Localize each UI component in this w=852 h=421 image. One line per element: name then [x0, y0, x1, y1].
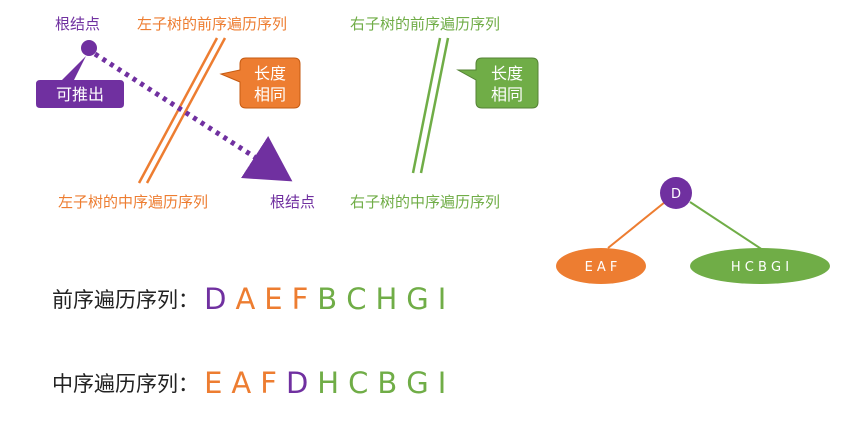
inorder-letter: A [231, 366, 252, 400]
preorder-letter: D [204, 282, 227, 316]
preorder-letter: E [264, 282, 283, 316]
inorder-letter: F [260, 366, 277, 400]
inorder-letter: H [317, 366, 340, 400]
tree-edge-left [607, 201, 666, 249]
tree-edge-right [689, 201, 767, 253]
tree-node-right [690, 248, 830, 284]
preorder-letter: A [235, 282, 256, 316]
callout-can-deduce: 可推出 [36, 56, 124, 108]
tree-node-left-label: E A F [585, 260, 618, 275]
label-root-bottom: 根结点 [270, 193, 315, 211]
root-arrow [93, 51, 293, 182]
inorder-letter: C [348, 366, 369, 400]
preorder-letter: G [406, 282, 429, 316]
right-subtree-double-line [411, 37, 450, 174]
callout-same-length-right: 长度 相同 [456, 57, 539, 109]
root-dot [81, 40, 97, 56]
inorder-letter: D [285, 366, 309, 400]
callout-right-line1: 长度 [491, 64, 523, 83]
inorder-letter: E [204, 366, 223, 400]
tree-node-root [660, 177, 692, 209]
label-left-preorder: 左子树的前序遍历序列 [137, 15, 287, 33]
callout-can-deduce-text: 可推出 [56, 85, 104, 104]
preorder-letter: I [437, 282, 447, 316]
inorder-letter: B [377, 366, 398, 400]
tree: D E A F H C B G I [556, 177, 830, 284]
inorder-label: 中序遍历序列： [52, 372, 199, 396]
tree-node-right-label: H C B G I [731, 260, 789, 275]
inorder-letter: I [437, 366, 447, 400]
label-right-inorder: 右子树的中序遍历序列 [350, 193, 500, 211]
preorder-label: 前序遍历序列： [52, 288, 199, 312]
preorder-letter: H [375, 282, 398, 316]
callout-same-length-left: 长度 相同 [219, 57, 301, 109]
tree-node-root-label: D [671, 187, 681, 202]
callout-right-line2: 相同 [491, 85, 523, 104]
preorder-letter: F [291, 282, 309, 316]
label-left-inorder: 左子树的中序遍历序列 [58, 193, 208, 211]
tree-node-left [556, 248, 646, 284]
callout-left-line2: 相同 [254, 85, 286, 104]
callout-left-line1: 长度 [254, 64, 286, 83]
preorder-letter: B [317, 282, 338, 316]
preorder-letter: C [346, 282, 367, 316]
label-root-top: 根结点 [55, 15, 100, 33]
left-subtree-double-line [137, 37, 227, 184]
label-right-preorder: 右子树的前序遍历序列 [350, 15, 500, 33]
inorder-letter: G [406, 366, 429, 400]
